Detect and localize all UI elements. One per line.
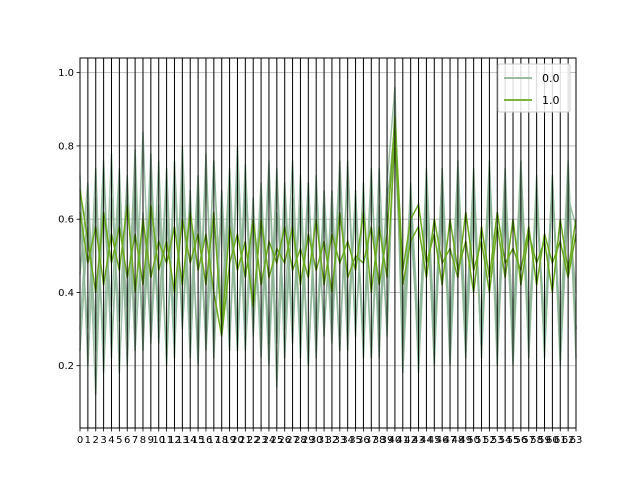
x-tick-label: 45 [428,435,441,446]
x-tick-label: 42 [404,435,417,446]
x-tick-label: 30 [310,435,323,446]
x-tick-label: 31 [318,435,331,446]
x-tick-label: 60 [546,435,559,446]
x-tick-label: 3 [100,435,106,446]
x-tick-label: 8 [140,435,146,446]
y-axis-ticks: 0.2 0.4 0.6 0.8 1.0 [58,68,80,372]
y-tick-label: 0.2 [58,361,74,372]
x-tick-label: 32 [326,435,339,446]
x-tick-label: 4 [108,435,114,446]
x-tick-label: 23 [255,435,268,446]
y-tick-label: 1.0 [58,68,74,79]
x-tick-label: 11 [160,435,173,446]
x-tick-label: 57 [522,435,535,446]
x-tick-label: 27 [286,435,299,446]
x-tick-label: 7 [132,435,138,446]
x-tick-label: 46 [436,435,449,446]
x-tick-label: 33 [333,435,346,446]
x-tick-label: 53 [491,435,504,446]
x-tick-label: 61 [554,435,567,446]
x-tick-label: 15 [192,435,205,446]
plot-frame [79,57,577,429]
x-tick-label: 12 [168,435,181,446]
x-tick-label: 56 [515,435,528,446]
y-tick-label: 0.6 [58,215,74,226]
x-tick-label: 28 [294,435,307,446]
x-tick-label: 19 [223,435,236,446]
x-tick-label: 24 [263,435,276,446]
x-tick-label: 49 [459,435,472,446]
x-tick-label: 50 [467,435,480,446]
x-tick-label: 40 [389,435,402,446]
x-tick-label: 47 [444,435,457,446]
x-tick-label: 5 [116,435,122,446]
x-tick-label: 37 [365,435,378,446]
x-tick-label: 13 [176,435,189,446]
data-lines [79,87,577,396]
x-tick-label: 1 [85,435,91,446]
x-tick-label: 6 [124,435,130,446]
x-tick-label: 63 [570,435,583,446]
x-tick-label: 26 [278,435,291,446]
x-tick-label: 38 [373,435,386,446]
x-tick-label: 16 [200,435,213,446]
x-tick-label: 44 [420,435,433,446]
vertical-axis-lines [79,58,577,428]
y-tick-label: 0.8 [58,141,74,152]
x-tick-label: 35 [349,435,362,446]
x-tick-label: 34 [341,435,354,446]
x-tick-label: 55 [507,435,520,446]
y-tick-label: 0.4 [58,288,74,299]
legend: 0.0 1.0 [497,63,571,113]
x-tick-label: 18 [215,435,228,446]
x-tick-label: 20 [231,435,244,446]
x-tick-label: 9 [148,435,154,446]
x-tick-label: 25 [270,435,283,446]
x-tick-label: 59 [538,435,551,446]
series-line [79,116,577,330]
x-tick-label: 48 [452,435,465,446]
series-line [79,145,577,359]
x-tick-label: 2 [93,435,99,446]
x-tick-label: 51 [475,435,488,446]
x-tick-label: 52 [483,435,496,446]
x-tick-label: 14 [184,435,197,446]
x-tick-label: 54 [499,435,512,446]
x-tick-label: 62 [562,435,575,446]
x-tick-label: 21 [239,435,252,446]
x-tick-label: 36 [357,435,370,446]
x-tick-label: 41 [396,435,409,446]
x-tick-label: 17 [207,435,220,446]
x-tick-label: 29 [302,435,315,446]
x-tick-label: 0 [77,435,83,446]
legend-label: 0.0 [542,72,560,85]
x-tick-label: 22 [247,435,260,446]
x-tick-label: 43 [412,435,425,446]
x-axis-ticks: 0 1 2 3 4 5 6 7 8 9101112131415161718192021222324… [77,428,583,446]
series-line [79,138,577,337]
x-tick-label: 58 [530,435,543,446]
x-tick-label: 39 [381,435,394,446]
legend-label: 1.0 [542,94,560,107]
x-tick-label: 10 [152,435,165,446]
